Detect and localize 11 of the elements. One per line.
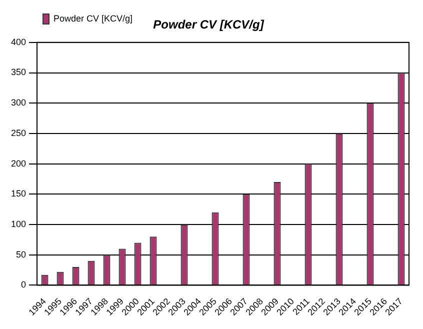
y-tick-label: 50: [16, 249, 26, 260]
y-tick-label: 250: [10, 128, 26, 138]
legend-label: Powder CV [KCV/g]: [54, 13, 133, 24]
y-tick-label: 300: [10, 98, 26, 108]
y-tick-label: 0: [21, 280, 26, 290]
y-tick-label: 200: [10, 158, 26, 168]
y-tick-label: 400: [10, 36, 26, 47]
chart-title: Powder CV [KCV/g]: [153, 18, 265, 32]
y-tick-label: 350: [10, 67, 26, 78]
y-tick-label: 150: [10, 188, 26, 199]
y-tick-label: 100: [10, 218, 26, 229]
